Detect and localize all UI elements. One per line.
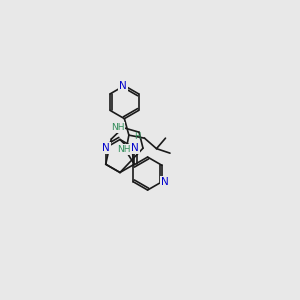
Text: N: N <box>119 81 127 91</box>
Text: NH: NH <box>117 145 130 154</box>
Text: N: N <box>161 177 169 187</box>
Text: N: N <box>102 143 110 153</box>
Text: NH: NH <box>111 123 124 132</box>
Text: N: N <box>131 143 139 153</box>
Text: H: H <box>134 132 140 141</box>
